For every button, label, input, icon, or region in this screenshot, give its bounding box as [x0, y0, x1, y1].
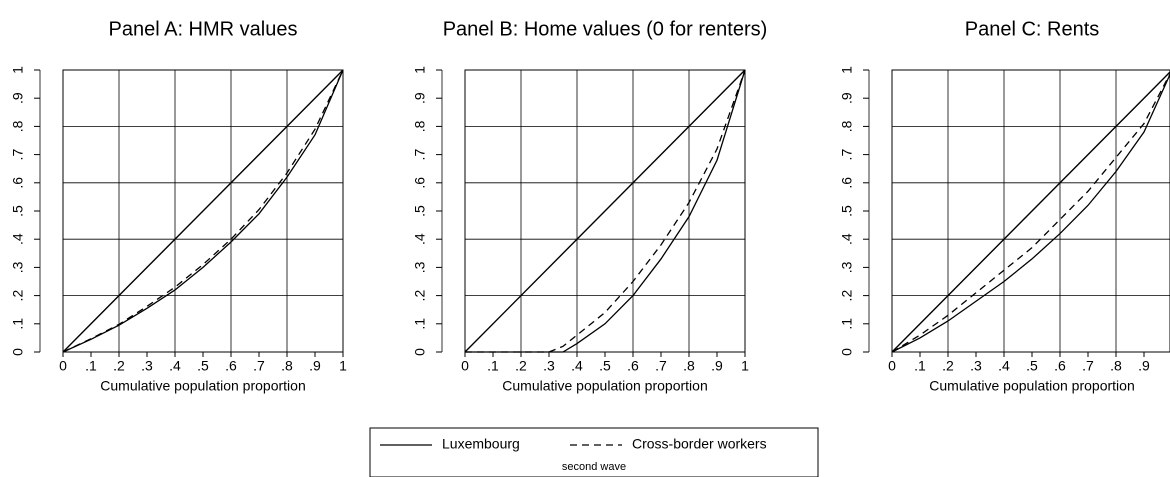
y-tick-label: 1: [412, 66, 428, 74]
y-tick-label: 1: [10, 66, 26, 74]
x-tick-label: .1: [85, 358, 97, 374]
x-tick-label: .3: [141, 358, 153, 374]
y-tick-label: .5: [10, 205, 26, 217]
x-tick-label: .9: [1138, 358, 1150, 374]
x-tick-label: .4: [571, 358, 583, 374]
x-tick-label: .9: [711, 358, 723, 374]
x-tick-label: .6: [1054, 358, 1066, 374]
x-tick-label: .9: [309, 358, 321, 374]
legend-note: second wave: [562, 461, 626, 473]
y-tick-label: .3: [412, 261, 428, 273]
x-tick-label: .7: [655, 358, 667, 374]
x-tick-label: .1: [487, 358, 499, 374]
y-tick-label: .2: [412, 290, 428, 302]
y-tick-label: .4: [10, 233, 26, 245]
series-line: [891, 72, 1170, 353]
y-tick-label: .5: [412, 205, 428, 217]
chart-title: Panel C: Rents: [965, 18, 1100, 40]
plot-frame: [62, 69, 344, 353]
y-tick-label: .4: [839, 233, 855, 245]
x-tick-label: .3: [970, 358, 982, 374]
plot-frame: [891, 69, 1170, 353]
y-tick-label: .9: [839, 92, 855, 104]
x-tick-label: .3: [543, 358, 555, 374]
equality-line: [464, 69, 746, 353]
x-tick-label: .5: [599, 358, 611, 374]
y-tick-label: .8: [10, 120, 26, 132]
y-tick-label: .7: [412, 149, 428, 161]
y-tick-label: .9: [10, 92, 26, 104]
x-axis-label: Cumulative population proportion: [929, 378, 1134, 394]
y-tick-label: .8: [839, 120, 855, 132]
x-tick-label: 0: [888, 358, 896, 374]
plot-frame: [464, 69, 746, 353]
x-tick-label: .2: [515, 358, 527, 374]
y-tick-label: 1: [839, 66, 855, 74]
y-tick-label: .6: [10, 177, 26, 189]
x-tick-label: .7: [253, 358, 265, 374]
series-line: [62, 69, 344, 353]
y-tick-label: 0: [839, 348, 855, 356]
y-tick-label: .7: [10, 149, 26, 161]
y-tick-label: .4: [412, 233, 428, 245]
x-tick-label: 0: [59, 358, 67, 374]
y-tick-label: .1: [10, 318, 26, 330]
x-tick-label: .5: [1026, 358, 1038, 374]
y-tick-label: .9: [412, 92, 428, 104]
x-tick-label: .1: [914, 358, 926, 374]
legend-box: [369, 427, 819, 477]
x-tick-label: .8: [281, 358, 293, 374]
x-tick-label: .4: [998, 358, 1010, 374]
y-tick-label: .3: [839, 261, 855, 273]
x-axis-label: Cumulative population proportion: [502, 378, 707, 394]
x-tick-label: .8: [1110, 358, 1122, 374]
x-tick-label: .2: [942, 358, 954, 374]
x-tick-label: .2: [113, 358, 125, 374]
y-tick-label: .1: [839, 318, 855, 330]
y-tick-label: .6: [839, 177, 855, 189]
chart-title: Panel B: Home values (0 for renters): [443, 18, 768, 40]
legend-label: Luxembourg: [442, 436, 520, 452]
y-tick-label: .5: [839, 205, 855, 217]
chart-title: Panel A: HMR values: [109, 18, 298, 40]
series-line: [465, 69, 746, 353]
y-tick-label: .1: [412, 318, 428, 330]
y-tick-label: .2: [839, 290, 855, 302]
y-tick-label: .2: [10, 290, 26, 302]
series-line: [62, 69, 344, 353]
x-tick-label: .4: [169, 358, 181, 374]
x-tick-label: 0: [461, 358, 469, 374]
y-tick-label: 0: [10, 348, 26, 356]
equality-line: [891, 71, 1170, 353]
y-tick-label: .7: [839, 149, 855, 161]
equality-line: [62, 69, 344, 353]
x-axis-label: Cumulative population proportion: [100, 378, 305, 394]
x-tick-label: .8: [683, 358, 695, 374]
y-tick-label: .6: [412, 177, 428, 189]
x-tick-label: .6: [627, 358, 639, 374]
series-line: [891, 72, 1170, 353]
y-tick-label: .8: [412, 120, 428, 132]
y-tick-label: .3: [10, 261, 26, 273]
y-tick-label: 0: [412, 348, 428, 356]
legend-label: Cross-border workers: [632, 436, 767, 452]
x-tick-label: .7: [1082, 358, 1094, 374]
x-tick-label: .6: [225, 358, 237, 374]
x-tick-label: 1: [339, 358, 347, 374]
x-tick-label: 1: [741, 358, 749, 374]
x-tick-label: .5: [197, 358, 209, 374]
